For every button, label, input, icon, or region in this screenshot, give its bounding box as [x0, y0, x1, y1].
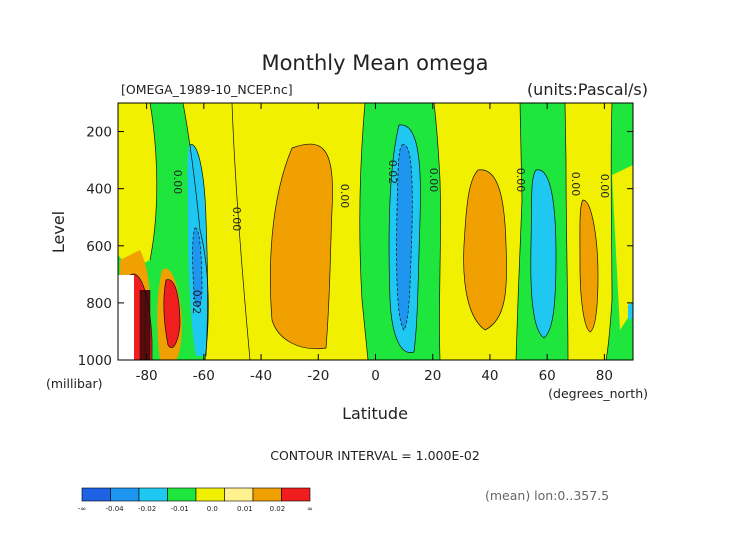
- colorbar-swatch: [281, 487, 311, 502]
- colorbar-label: 0.0: [207, 505, 218, 513]
- contour-line-positive: [270, 143, 333, 350]
- colorbar-swatch: [138, 487, 168, 502]
- contour-line-negative: [388, 124, 421, 353]
- contour-label: 0.02: [190, 290, 203, 315]
- x-axis-label: Latitude: [342, 404, 408, 423]
- x-tick-label: 60: [539, 368, 556, 384]
- contour-band-orange-north-high: [579, 200, 598, 332]
- y-tick-label: 200: [86, 125, 112, 141]
- colorbar-swatch: [110, 487, 140, 502]
- y-tick-label: 600: [86, 239, 112, 255]
- x-axis-units: (degrees_north): [548, 386, 648, 401]
- contour-labels: 0.00 0.00 0.00 0.02 0.00 0.00 0.00 0.00 …: [171, 160, 611, 315]
- y-axis-units: (millibar): [46, 376, 103, 391]
- colorbar-label: -∞: [78, 505, 86, 513]
- contour-band-cyan-polar-north: [628, 302, 633, 320]
- chart-title: Monthly Mean omega: [261, 51, 488, 75]
- colorbar-swatch: [195, 487, 225, 502]
- contour-label: 0.00: [427, 168, 440, 193]
- colorbar-swatch: [81, 487, 111, 502]
- contour-line-0: [605, 103, 613, 360]
- x-tick-label: -20: [307, 368, 329, 384]
- contour-line-positive: [463, 169, 507, 331]
- colorbar-label: 0.01: [237, 505, 253, 513]
- contour-line-negative: [189, 144, 208, 357]
- contour-band-orange-south: [270, 144, 333, 349]
- x-tick-label: -40: [250, 368, 272, 384]
- colorbar: -∞ -0.04 -0.02 -0.01 0.0 0.01 0.02 ∞: [78, 487, 313, 513]
- units-label: (units:Pascal/s): [527, 80, 648, 99]
- contour-label: 0.00: [230, 207, 243, 232]
- contour-line-0: [182, 103, 209, 360]
- colorbar-swatch: [167, 487, 197, 502]
- contour-lines: [129, 103, 613, 360]
- contour-line-negative: [530, 169, 557, 339]
- contour-label: 0.00: [569, 172, 582, 197]
- contour-line-dense: [139, 290, 151, 360]
- x-axis: -80 -60 -40 -20 0 20 40 60 80: [136, 103, 613, 384]
- contour-band-cyan-north: [530, 169, 556, 338]
- contour-line-positive: [163, 279, 181, 348]
- contour-label: 0.00: [514, 168, 527, 193]
- contour-line-0: [231, 103, 251, 360]
- y-axis-label: Level: [49, 211, 68, 253]
- contour-line-positive: [129, 273, 153, 360]
- contour-label: 0.00: [598, 174, 611, 199]
- file-label: [OMEGA_1989-10_NCEP.nc]: [121, 82, 293, 97]
- y-axis: 200 400 600 800 1000: [78, 125, 633, 369]
- masked-terrain-region: [118, 275, 134, 360]
- colorbar-label: -0.04: [106, 505, 125, 513]
- colorbar-label: ∞: [307, 505, 313, 513]
- colorbar-label: -0.02: [138, 505, 156, 513]
- contour-band-blue-south: [192, 227, 202, 307]
- contour-band-red-southern-flank: [163, 279, 180, 348]
- contour-line-negative: [192, 227, 203, 308]
- contour-band-blue-equatorial: [396, 144, 413, 330]
- mean-lon-text: (mean) lon:0..357.5: [485, 488, 609, 503]
- contour-band-yellow-polar-south: [118, 103, 157, 270]
- y-tick-label: 400: [86, 182, 112, 198]
- colorbar-swatch: [224, 487, 254, 502]
- contour-line-0: [149, 103, 158, 261]
- colorbar-label: -0.01: [171, 505, 189, 513]
- x-tick-label: -60: [193, 368, 215, 384]
- contour-line-0: [433, 103, 441, 360]
- contour-label: 0.02: [386, 160, 399, 185]
- x-tick-label: 80: [596, 368, 613, 384]
- y-tick-label: 1000: [78, 353, 112, 369]
- contour-line-0: [564, 103, 569, 360]
- contour-line-positive: [579, 199, 599, 333]
- contour-line-0: [359, 103, 369, 360]
- colorbar-label: 0.02: [270, 505, 286, 513]
- x-tick-label: 40: [481, 368, 498, 384]
- contour-field: [118, 103, 633, 360]
- contour-band-orange-north: [463, 169, 507, 330]
- contour-label: 0.00: [171, 170, 184, 195]
- contour-interval-text: CONTOUR INTERVAL = 1.000E-02: [270, 448, 480, 463]
- x-tick-label: -80: [136, 368, 158, 384]
- contour-line-negative: [396, 144, 413, 331]
- y-tick-label: 800: [86, 296, 112, 312]
- colorbar-swatch: [252, 487, 282, 502]
- contour-label: 0.00: [338, 184, 351, 209]
- x-tick-label: 20: [424, 368, 441, 384]
- x-tick-label: 0: [371, 368, 380, 384]
- contour-line-0: [515, 103, 523, 360]
- contour-band-yellow-polar-north: [612, 165, 633, 330]
